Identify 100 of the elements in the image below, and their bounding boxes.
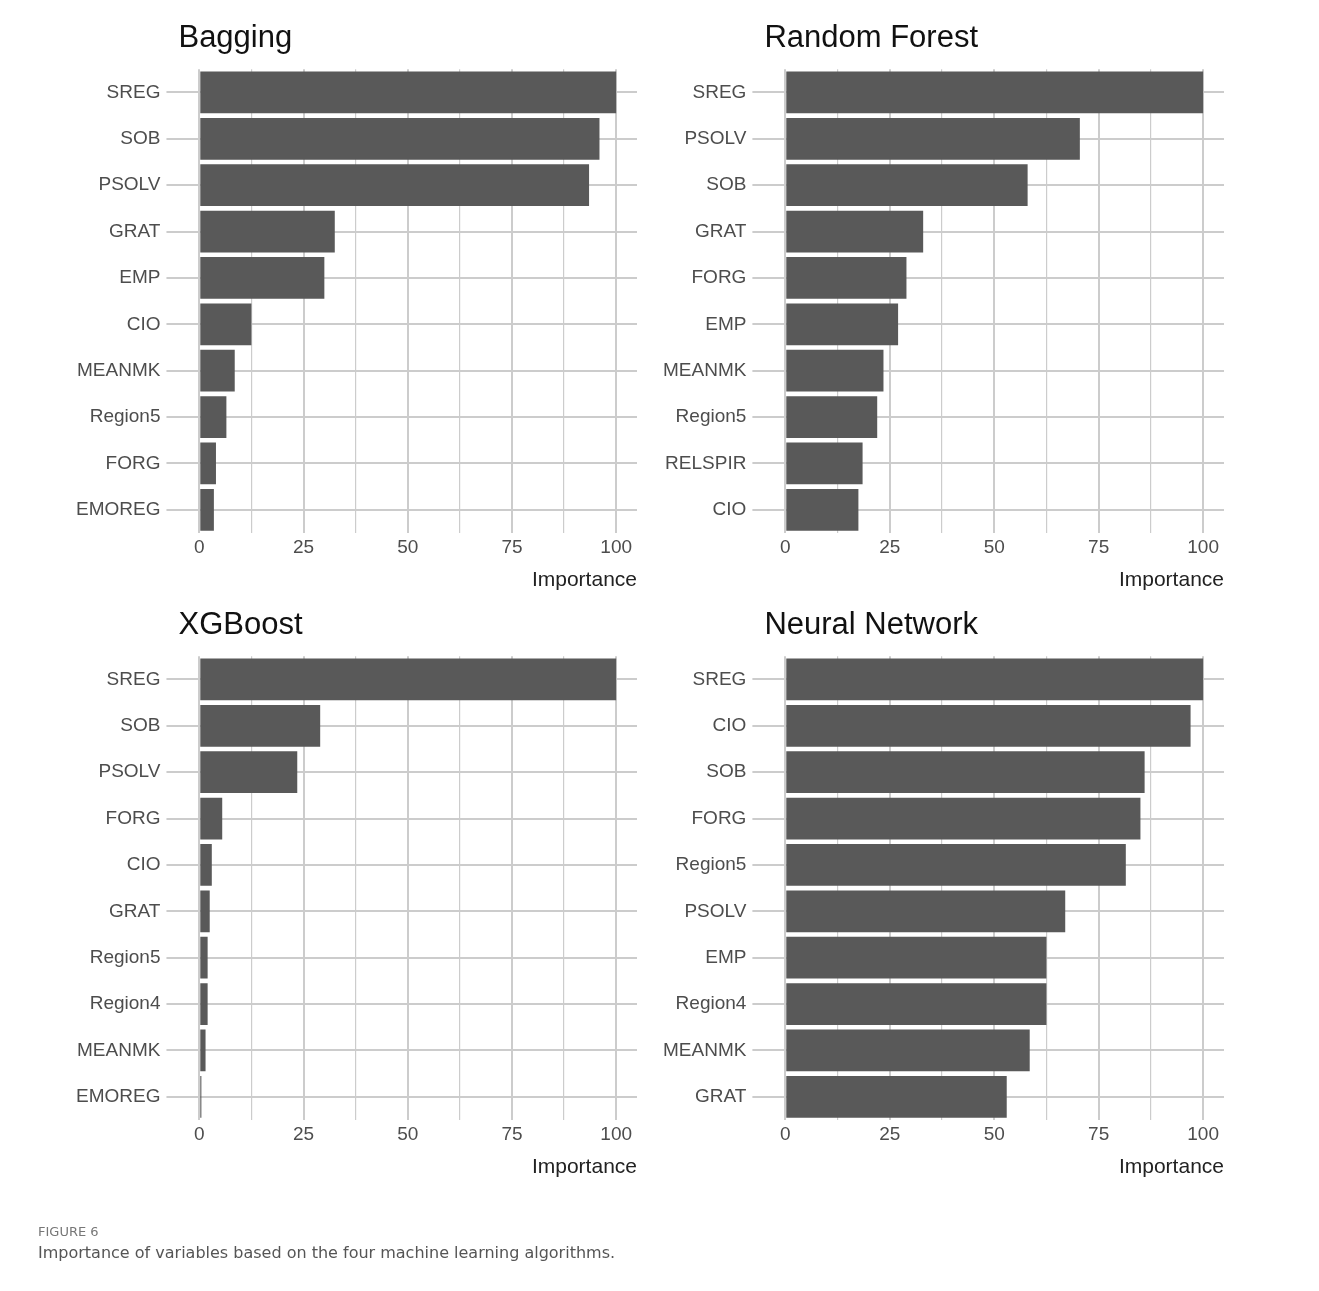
caption: FIGURE 6 <box>38 1224 100 1239</box>
x-tick-label: 0 <box>194 535 205 557</box>
x-axis-title: Importance <box>531 1154 637 1178</box>
bar <box>200 797 223 840</box>
bar <box>200 658 617 701</box>
x-axis-title: Importance <box>531 567 637 591</box>
y-tick-label: CIO <box>126 312 161 334</box>
y-tick-label: GRAT <box>695 1085 747 1107</box>
y-tick-label: Region5 <box>89 405 161 427</box>
y-tick-label: MEANMK <box>662 1038 747 1060</box>
bar <box>786 349 884 392</box>
bar <box>200 164 590 207</box>
y-tick-label: SOB <box>120 714 161 735</box>
x-tick-label: 100 <box>600 1122 633 1144</box>
y-tick-label: GRAT <box>109 899 161 921</box>
bar <box>200 71 617 114</box>
bar <box>786 117 1080 160</box>
y-tick-label: CIO <box>712 714 747 735</box>
bar <box>786 164 1028 207</box>
x-tick-label: 75 <box>501 1122 523 1144</box>
bar <box>200 890 210 933</box>
y-tick-label: FORG <box>105 806 161 828</box>
y-tick-label: MEANMK <box>662 358 747 380</box>
bar <box>200 488 214 531</box>
bar <box>786 797 1141 840</box>
y-tick-label: SREG <box>692 80 747 102</box>
bar <box>200 117 600 160</box>
bar <box>200 303 252 346</box>
bar <box>786 658 1204 701</box>
y-tick-label: CIO <box>712 498 747 520</box>
chart-title: Bagging <box>178 19 293 55</box>
y-tick-label: CIO <box>126 853 161 875</box>
x-tick-label: 100 <box>1187 1122 1219 1144</box>
bar <box>786 1075 1007 1118</box>
y-tick-label: MEANMK <box>77 1038 161 1060</box>
x-tick-label: 50 <box>983 535 1005 557</box>
y-tick-label: EMOREG <box>76 1085 161 1107</box>
bar <box>786 936 1047 979</box>
y-tick-label: FORG <box>691 806 747 828</box>
x-tick-label: 50 <box>397 1122 419 1144</box>
bar <box>200 1029 206 1072</box>
x-tick-label: 100 <box>600 535 633 557</box>
y-tick-label: SOB <box>706 173 747 195</box>
bar <box>786 442 863 485</box>
y-tick-label: EMP <box>705 312 747 334</box>
y-tick-label: Region5 <box>675 853 747 875</box>
bar <box>200 751 298 794</box>
y-tick-label: EMP <box>119 266 161 288</box>
bar <box>200 442 216 485</box>
y-tick-label: SREG <box>692 667 747 689</box>
y-tick-label: SOB <box>120 127 161 148</box>
bar <box>786 71 1204 114</box>
y-tick-label: SREG <box>106 80 161 102</box>
x-axis-title: Importance <box>1118 567 1224 591</box>
bar <box>786 257 907 299</box>
chart-title: XGBoost <box>178 606 303 642</box>
x-axis-title: Importance <box>1118 1154 1224 1178</box>
x-tick-label: 0 <box>194 1122 205 1144</box>
y-tick-label: SREG <box>106 667 161 689</box>
y-tick-label: RELSPIR <box>665 451 747 473</box>
x-tick-label: 25 <box>292 1122 315 1144</box>
x-tick-label: 25 <box>292 535 315 557</box>
bar <box>786 983 1047 1025</box>
y-tick-label: EMP <box>705 945 747 967</box>
bar <box>786 844 1126 886</box>
bar <box>786 210 924 253</box>
bar <box>200 983 208 1025</box>
bar <box>200 349 235 392</box>
y-tick-label: PSOLV <box>98 173 161 195</box>
x-tick-label: 100 <box>1187 535 1219 557</box>
y-tick-label: EMOREG <box>76 498 161 520</box>
bar <box>786 751 1145 794</box>
x-tick-label: 25 <box>879 535 901 557</box>
x-tick-label: 75 <box>1088 535 1110 557</box>
x-tick-label: 75 <box>1088 1122 1110 1144</box>
text: Importance of variables based on the four machine learning algorithms. <box>38 1243 617 1262</box>
bar <box>200 936 208 979</box>
bar <box>786 890 1066 933</box>
y-tick-label: MEANMK <box>77 358 161 380</box>
bar <box>200 844 212 886</box>
y-tick-label: PSOLV <box>684 127 747 148</box>
x-tick-label: 0 <box>780 1122 791 1144</box>
y-tick-label: Region4 <box>89 992 161 1014</box>
bar <box>786 704 1191 747</box>
y-tick-label: PSOLV <box>684 899 747 921</box>
bar <box>200 210 335 253</box>
y-tick-label: GRAT <box>695 219 747 241</box>
y-tick-label: Region4 <box>675 992 747 1014</box>
bar <box>200 396 227 438</box>
bar <box>786 303 899 346</box>
chart-title: Random Forest <box>764 19 979 55</box>
y-tick-label: FORG <box>105 451 161 473</box>
y-tick-label: SOB <box>706 760 747 782</box>
x-tick-label: 0 <box>780 535 791 557</box>
y-tick-label: Region5 <box>675 405 747 427</box>
bar <box>200 704 321 747</box>
y-tick-label: GRAT <box>109 219 161 241</box>
chart-title: Neural Network <box>764 606 979 642</box>
x-tick-label: 75 <box>501 535 523 557</box>
bar <box>786 488 859 531</box>
